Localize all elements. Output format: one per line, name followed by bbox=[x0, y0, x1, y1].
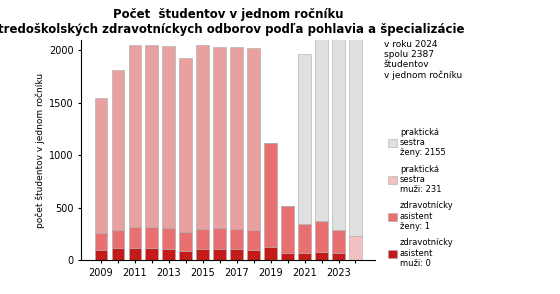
Bar bbox=[332, 230, 345, 253]
Bar bbox=[197, 229, 209, 249]
Text: v roku 2024
spolu 2387
študentov
v jednom ročníku: v roku 2024 spolu 2387 študentov v jedno… bbox=[384, 40, 462, 81]
Bar bbox=[315, 221, 328, 252]
Bar bbox=[349, 236, 362, 260]
Bar bbox=[128, 248, 141, 260]
Bar bbox=[111, 70, 124, 230]
Bar bbox=[213, 249, 226, 260]
Bar bbox=[111, 248, 124, 260]
Bar bbox=[315, 252, 328, 260]
Bar bbox=[95, 250, 108, 260]
Bar bbox=[95, 98, 108, 233]
Bar bbox=[197, 46, 209, 229]
Bar bbox=[248, 250, 260, 260]
Bar bbox=[298, 54, 311, 224]
Bar bbox=[349, 10, 362, 236]
Bar bbox=[179, 232, 192, 251]
Bar bbox=[162, 249, 175, 260]
Bar bbox=[197, 249, 209, 260]
Bar bbox=[111, 230, 124, 248]
Bar bbox=[146, 227, 158, 248]
Bar bbox=[298, 253, 311, 260]
Legend: praktická
sestra
ženy: 2155, praktická
sestra
muži: 231, zdravotnícky
asistent
ž: praktická sestra ženy: 2155, praktická s… bbox=[388, 128, 454, 268]
Bar bbox=[264, 247, 277, 260]
Bar bbox=[179, 58, 192, 232]
Bar bbox=[162, 228, 175, 249]
Bar bbox=[179, 251, 192, 260]
Title: Počet  študentov v jednom ročníku
stredoškolských zdravotníckych odborov podľa p: Počet študentov v jednom ročníku stredoš… bbox=[0, 8, 465, 36]
Bar bbox=[213, 46, 226, 228]
Bar bbox=[230, 47, 243, 229]
Bar bbox=[248, 230, 260, 250]
Bar bbox=[281, 253, 294, 260]
Bar bbox=[146, 45, 158, 227]
Bar bbox=[332, 34, 345, 230]
Bar bbox=[95, 233, 108, 250]
Bar bbox=[230, 229, 243, 249]
Bar bbox=[128, 45, 141, 227]
Bar bbox=[230, 249, 243, 260]
Bar bbox=[332, 253, 345, 260]
Bar bbox=[213, 228, 226, 249]
Bar bbox=[264, 143, 277, 247]
Bar bbox=[146, 248, 158, 260]
Bar bbox=[162, 46, 175, 228]
Bar bbox=[298, 224, 311, 253]
Bar bbox=[128, 227, 141, 248]
Y-axis label: počet študentov v jednom ročníku: počet študentov v jednom ročníku bbox=[35, 72, 45, 228]
Bar bbox=[248, 48, 260, 230]
Bar bbox=[281, 206, 294, 253]
Bar bbox=[315, 32, 328, 221]
